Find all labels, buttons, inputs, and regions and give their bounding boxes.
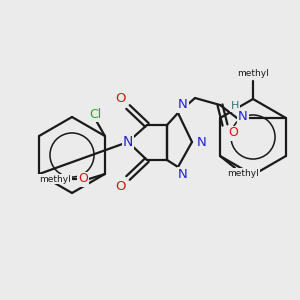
Text: N: N	[123, 135, 133, 149]
Text: methyl: methyl	[227, 169, 259, 178]
Text: H: H	[231, 101, 239, 111]
Text: methyl: methyl	[39, 175, 71, 184]
Text: N: N	[197, 136, 207, 148]
Text: O: O	[78, 172, 88, 185]
Text: N: N	[178, 169, 188, 182]
Text: N: N	[238, 110, 248, 122]
Text: O: O	[115, 92, 125, 106]
Text: O: O	[115, 179, 125, 193]
Text: methyl: methyl	[237, 70, 269, 79]
Text: Cl: Cl	[89, 107, 101, 121]
Text: N: N	[178, 98, 188, 112]
Text: O: O	[228, 127, 238, 140]
